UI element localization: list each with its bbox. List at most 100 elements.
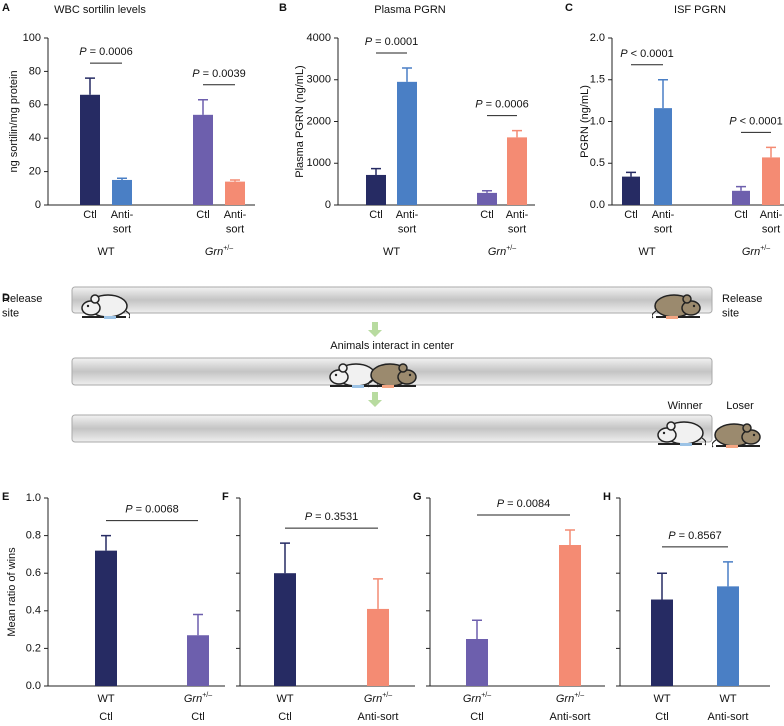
panel-letter: E: [2, 491, 9, 503]
release-label: Release site: [2, 293, 45, 319]
x-tick-label: Anti-sort: [760, 209, 783, 235]
y-axis-label: PGRN (ng/mL): [579, 85, 591, 158]
bar: [397, 81, 417, 205]
diagram: D Release site Release site Animals inte…: [2, 286, 765, 448]
mouse-icon: [712, 423, 761, 448]
group-label: Grn+/–: [742, 245, 770, 258]
error-bar: [766, 146, 776, 158]
x-subcategory-label: Anti-sort: [708, 711, 749, 723]
p-value-label: P = 0.8567: [668, 530, 722, 542]
bar: [225, 181, 245, 205]
bar: [187, 635, 209, 686]
y-tick-label: 0.5: [590, 157, 605, 169]
x-tick-label: WT: [97, 693, 114, 705]
center-label: Animals interact in center: [330, 340, 454, 352]
x-tick-label: Anti-sort: [652, 209, 675, 235]
x-subcategory-label: Ctl: [99, 711, 112, 723]
y-tick-label: 4000: [307, 32, 331, 44]
error-bar: [472, 619, 482, 639]
error-bar: [85, 77, 95, 95]
error-bar: [402, 67, 412, 82]
x-tick-label: Ctl: [734, 209, 747, 221]
panel-letter: H: [603, 491, 611, 503]
group-label: Grn+/–: [488, 245, 516, 258]
y-tick-label: 0.6: [26, 567, 41, 579]
panel-letter: C: [565, 2, 573, 14]
error-bar: [657, 572, 667, 600]
y-tick-label: 0.0: [590, 199, 605, 211]
error-bar: [373, 578, 383, 609]
group-label: WT: [97, 246, 114, 258]
x-tick-label: Grn+/–: [364, 692, 392, 705]
x-tick-label: Ctl: [369, 209, 382, 221]
error-bar: [658, 79, 668, 109]
error-bar: [482, 190, 492, 193]
y-tick-label: 20: [29, 166, 41, 178]
p-value-label: P < 0.0001: [620, 48, 674, 60]
x-subcategory-label: Ctl: [470, 711, 483, 723]
panel-letter: A: [2, 2, 10, 14]
y-tick-label: 40: [29, 132, 41, 144]
y-tick-label: 3000: [307, 74, 331, 86]
bar: [654, 108, 672, 205]
arrow: [368, 322, 382, 337]
p-value-label: P = 0.0084: [497, 498, 551, 510]
group-label: WT: [638, 246, 655, 258]
bar: [466, 639, 488, 686]
x-tick-label: Anti-sort: [506, 209, 529, 235]
y-tick-label: 2.0: [590, 32, 605, 44]
y-tick-label: 0.2: [26, 642, 41, 654]
chart-title: Plasma PGRN: [374, 4, 446, 16]
x-tick-label: Ctl: [196, 209, 209, 221]
p-value-label: P = 0.0006: [79, 46, 133, 58]
bar: [507, 137, 527, 205]
p-value-label: P = 0.0006: [475, 99, 529, 111]
p-value-label: P = 0.0001: [365, 36, 419, 48]
y-tick-label: 60: [29, 99, 41, 111]
group-label: Grn+/–: [205, 245, 233, 258]
tube: [71, 286, 713, 314]
x-tick-label: WT: [276, 693, 293, 705]
bar: [193, 114, 213, 205]
y-tick-label: 1.0: [26, 492, 41, 504]
panel-letter: D: [2, 292, 10, 304]
y-tick-label: 0: [325, 199, 331, 211]
x-subcategory-label: Ctl: [191, 711, 204, 723]
p-value-label: P = 0.3531: [305, 511, 359, 523]
y-tick-label: 1000: [307, 157, 331, 169]
bar: [762, 157, 780, 205]
panel-letter: B: [279, 2, 287, 14]
y-tick-label: 100: [23, 32, 41, 44]
x-subcategory-label: Anti-sort: [358, 711, 399, 723]
bar: [477, 192, 497, 205]
bar: [651, 599, 673, 686]
error-bar: [512, 129, 522, 138]
x-subcategory-label: Ctl: [278, 711, 291, 723]
y-tick-label: 0.8: [26, 530, 41, 542]
error-bar: [736, 185, 746, 191]
error-bar: [626, 171, 636, 177]
x-tick-label: Anti-sort: [396, 209, 419, 235]
p-value-label: P = 0.0039: [192, 68, 246, 80]
y-tick-label: 1.5: [590, 74, 605, 86]
x-tick-label: Anti-sort: [224, 209, 247, 235]
error-bar: [723, 561, 733, 587]
loser-label: Loser: [726, 400, 754, 412]
x-tick-label: Ctl: [624, 209, 637, 221]
bar: [274, 573, 296, 686]
arrow: [368, 392, 382, 407]
y-axis-label: Mean ratio of wins: [6, 547, 18, 637]
bar: [732, 190, 750, 205]
p-value-label: P = 0.0068: [125, 504, 179, 516]
error-bar: [280, 542, 290, 574]
bar: [717, 586, 739, 686]
error-bar: [230, 179, 240, 182]
x-tick-label: Anti-sort: [111, 209, 134, 235]
x-tick-label: Grn+/–: [556, 692, 584, 705]
error-bar: [117, 177, 127, 180]
x-subcategory-label: Ctl: [655, 711, 668, 723]
x-tick-label: Grn+/–: [184, 692, 212, 705]
group-label: WT: [383, 246, 400, 258]
bar: [622, 176, 640, 205]
